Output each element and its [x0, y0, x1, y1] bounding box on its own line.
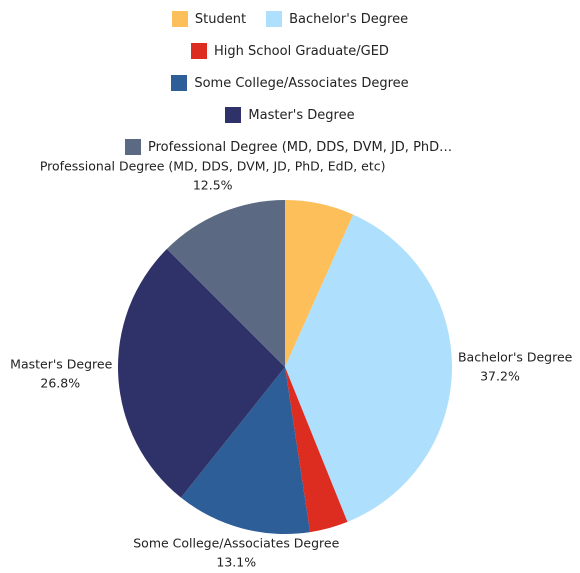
pie-slice — [285, 367, 348, 533]
legend-swatch — [171, 75, 188, 91]
legend: Student Bachelor's Degree High School Grad… — [0, 3, 580, 163]
slice-label: Some College/Associates Degree — [133, 536, 339, 551]
slice-value: 26.8% — [40, 376, 80, 391]
legend-item[interactable]: Master's Degree — [225, 107, 355, 123]
slice-label: Bachelor's Degree — [458, 350, 573, 365]
legend-swatch — [125, 139, 141, 155]
legend-row: Professional Degree (MD, DDS, DVM, JD, P… — [0, 131, 580, 163]
legend-item[interactable]: Student — [171, 11, 246, 27]
legend-row: Student Bachelor's Degree — [0, 3, 580, 35]
pie-slice — [285, 214, 453, 522]
legend-swatch — [225, 107, 242, 123]
legend-item[interactable]: Some College/Associates Degree — [171, 75, 409, 91]
pie-slice — [180, 367, 311, 535]
slice-label: Master's Degree — [10, 357, 112, 372]
pie-slice — [166, 200, 285, 367]
legend-row: Some College/Associates Degree — [0, 67, 580, 99]
pie-slice — [285, 200, 354, 367]
legend-swatch — [171, 11, 188, 27]
legend-row: Master's Degree — [0, 99, 580, 131]
slice-value: 13.1% — [216, 555, 256, 570]
slice-value: 37.2% — [480, 369, 520, 384]
legend-item[interactable]: Professional Degree (MD, DDS, DVM, JD, P… — [125, 139, 455, 155]
slice-value: 12.5% — [193, 177, 233, 192]
legend-row: High School Graduate/GED — [0, 35, 580, 67]
legend-swatch — [191, 43, 208, 59]
legend-swatch — [266, 11, 283, 27]
pie-slice — [118, 248, 285, 498]
legend-item[interactable]: High School Graduate/GED — [191, 43, 389, 59]
legend-item[interactable]: Bachelor's Degree — [266, 11, 408, 27]
slice-label: Professional Degree (MD, DDS, DVM, JD, P… — [40, 158, 386, 173]
